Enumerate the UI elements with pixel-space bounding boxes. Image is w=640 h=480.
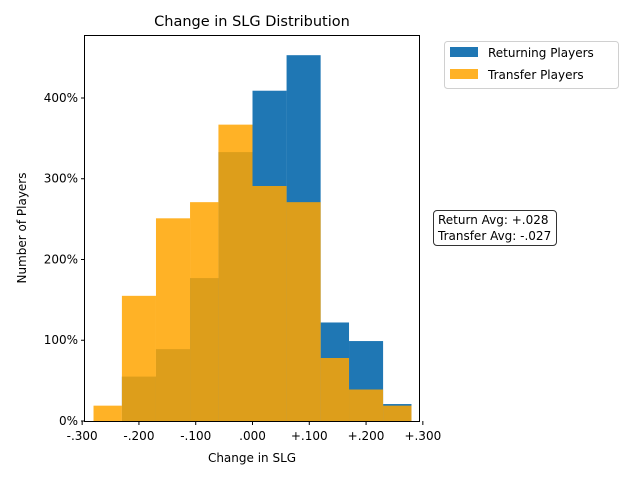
x-tick-label: -.300 [67, 429, 98, 443]
x-tick-label: -.200 [123, 429, 154, 443]
y-tick-label: 300% [44, 172, 78, 186]
y-axis-label: Number of Players [15, 173, 29, 284]
average-stats-box: Return Avg: +.028 Transfer Avg: -.027 [433, 210, 558, 246]
legend-swatch-transfer [450, 69, 478, 79]
bar-transfer-8 [349, 389, 384, 421]
x-tick-label: +.200 [348, 429, 385, 443]
x-axis-ticks: -.300 -.200 -.100 .000 +.100 +.200 +.300 [67, 421, 441, 443]
return-average-text: Return Avg: +.028 [438, 213, 549, 227]
transfer-average-text: Transfer Avg: -.027 [438, 229, 552, 243]
bar-transfer-2 [155, 218, 191, 421]
bar-transfer-5 [252, 186, 287, 421]
y-tick-label: 0% [59, 414, 78, 428]
x-tick-label: +.100 [291, 429, 328, 443]
bar-transfer-9 [383, 405, 412, 421]
bar-transfer-6 [286, 202, 321, 421]
x-tick-label: +.300 [404, 429, 441, 443]
bar-transfer-1 [121, 295, 156, 421]
chart-title: Change in SLG Distribution [154, 14, 350, 30]
x-axis-label: Change in SLG [208, 451, 296, 465]
bars-layer [93, 55, 412, 422]
legend-label-returning: Returning Players [488, 46, 594, 60]
legend: Returning Players Transfer Players [444, 41, 619, 89]
legend-frame [444, 41, 619, 89]
x-tick-label: .000 [239, 429, 266, 443]
bar-transfer-4 [218, 124, 253, 421]
legend-label-transfer: Transfer Players [487, 68, 584, 82]
bar-transfer-3 [190, 202, 219, 421]
y-tick-label: 400% [44, 91, 78, 105]
legend-swatch-returning [450, 47, 478, 57]
bar-transfer-7 [320, 358, 350, 421]
bar-transfer-0 [93, 405, 122, 421]
x-tick-label: -.100 [180, 429, 211, 443]
y-axis-ticks: 0% 100% 200% 300% 400% [44, 91, 85, 428]
y-tick-label: 100% [44, 333, 78, 347]
y-tick-label: 200% [44, 252, 78, 266]
